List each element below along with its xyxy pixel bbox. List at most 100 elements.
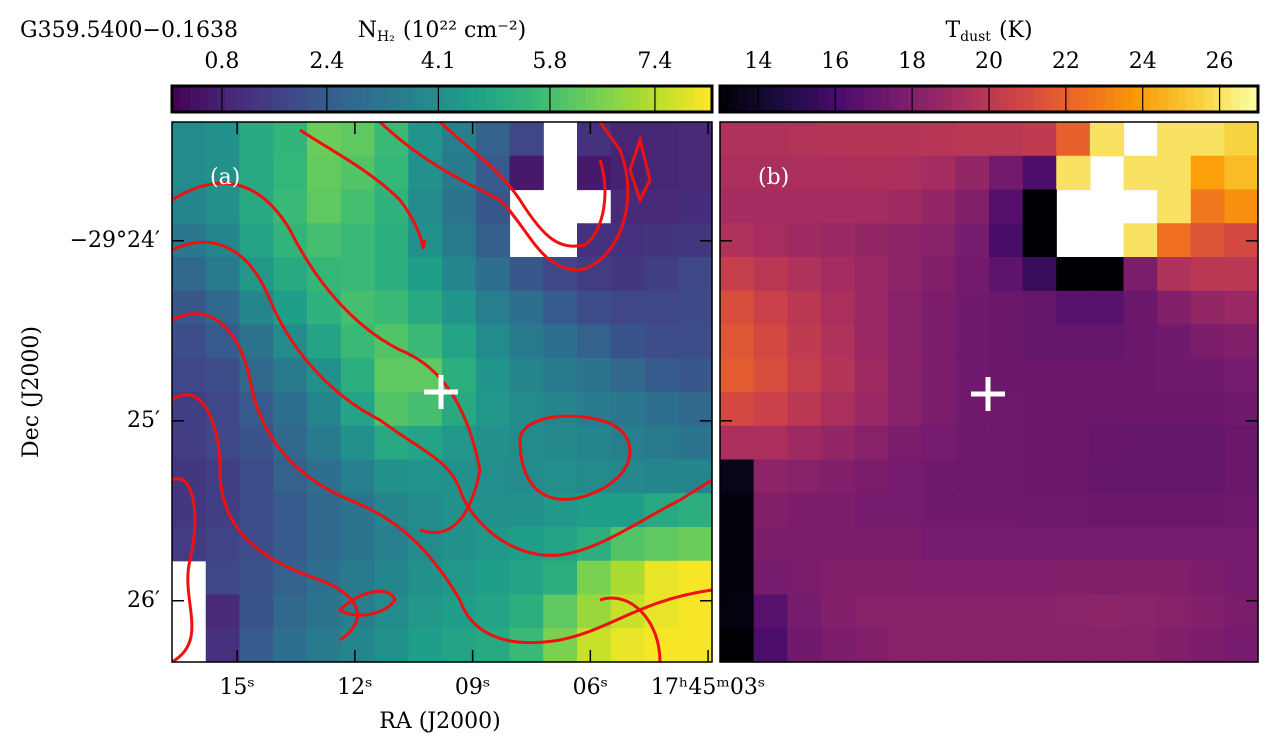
colorbar-segment (1114, 86, 1125, 112)
map-pixel (509, 324, 544, 359)
map-pixel (509, 493, 544, 528)
map-pixel (442, 425, 477, 461)
colorbar-segment (1249, 86, 1259, 112)
map-pixel (888, 189, 923, 224)
map-pixel (989, 155, 1024, 191)
map-pixel (340, 358, 376, 393)
map-pixel (205, 290, 241, 326)
map-pixel (1123, 493, 1158, 528)
map-pixel (1157, 594, 1192, 629)
map-pixel (577, 594, 612, 629)
map-pixel (955, 425, 990, 461)
contours (172, 122, 712, 662)
map-pixel (955, 628, 990, 663)
map-pixel (307, 155, 342, 191)
map-pixel (408, 493, 443, 528)
map-pixel (374, 560, 409, 596)
map-pixel (820, 493, 856, 528)
map-pixel (1056, 392, 1091, 427)
map-pixel (205, 425, 241, 461)
colorbar-segment (764, 86, 775, 112)
colorbar-segment (190, 86, 200, 112)
map-pixel (678, 425, 713, 461)
map-pixel (955, 122, 990, 157)
map-pixel (340, 527, 376, 562)
colorbar-segment (685, 86, 695, 112)
y-tick-label: 26′ (127, 588, 160, 613)
colorbar-segment (451, 86, 461, 112)
map-pixel (820, 594, 856, 629)
map-pixel (787, 358, 822, 393)
map-pixel (1157, 189, 1192, 224)
map-pixel (1056, 527, 1091, 562)
colorbar-segment (1069, 86, 1080, 112)
map-pixel (340, 223, 376, 258)
map-pixel (307, 425, 342, 461)
map-pixel (172, 122, 207, 157)
map-pixel (921, 223, 956, 258)
colorbar-segment (1006, 86, 1017, 112)
map-pixel (1022, 560, 1057, 596)
map-pixel (1190, 459, 1225, 494)
map-pixel (644, 358, 679, 393)
map-pixel (787, 324, 822, 359)
map-pixel (408, 155, 443, 191)
map-pixel (1190, 290, 1225, 326)
map-pixel (753, 628, 788, 663)
colorbar-tick-label: 5.8 (532, 49, 567, 74)
map-pixel (753, 493, 788, 528)
map-pixel (787, 628, 822, 663)
map-pixel (239, 459, 274, 494)
map-pixel (509, 594, 544, 629)
map-pixel (239, 189, 274, 224)
map-pixel (644, 527, 679, 562)
panel-frame (171, 121, 713, 663)
map-pixel (509, 560, 544, 596)
map-pixel (1224, 527, 1259, 562)
colorbar-segment (1213, 86, 1223, 112)
colorbar-segment (298, 86, 308, 112)
colorbar-segment (1087, 86, 1098, 112)
colorbar-segment (1141, 86, 1151, 112)
map-pixel (1089, 324, 1125, 359)
map-pixel (1190, 189, 1225, 224)
map-pixel (1056, 290, 1091, 326)
map-pixel (820, 358, 856, 393)
map-pixel (239, 155, 274, 191)
map-pixel (854, 290, 889, 326)
source-name: G359.5400−0.1638 (20, 18, 238, 43)
contour (172, 477, 197, 662)
map-pixel (820, 155, 856, 191)
map-pixel (854, 257, 889, 292)
map-pixel (854, 358, 889, 393)
map-pixel (1190, 594, 1225, 629)
colorbar-segment (827, 86, 838, 112)
map-pixel (989, 560, 1024, 596)
map-pixel (273, 155, 308, 191)
colorbar-tick-label: 18 (898, 49, 926, 74)
map-pixel (577, 290, 612, 326)
source-markers (424, 375, 1005, 411)
map-pixel (1022, 155, 1057, 191)
map-pixel (374, 459, 409, 494)
map-pixel (205, 324, 241, 359)
map-pixel (820, 392, 856, 427)
colorbar-segment (737, 86, 748, 112)
map-pixel (888, 459, 923, 494)
colorbar-segment (649, 86, 659, 112)
map-pixel (989, 493, 1024, 528)
map-pixel (1089, 257, 1125, 292)
map-pixel (921, 189, 956, 224)
map-pixel (1224, 290, 1259, 326)
map-pixel (1089, 122, 1125, 157)
map-pixel (1089, 493, 1125, 528)
map-pixel (720, 527, 755, 562)
map-pixel (1056, 628, 1091, 663)
map-pixel (1089, 425, 1125, 461)
map-pixel (408, 324, 443, 359)
colorbar-segment (244, 86, 254, 112)
map-pixel (374, 358, 409, 393)
map-pixel (753, 290, 788, 326)
map-pixel (577, 223, 612, 258)
colorbar-segment (550, 86, 560, 112)
